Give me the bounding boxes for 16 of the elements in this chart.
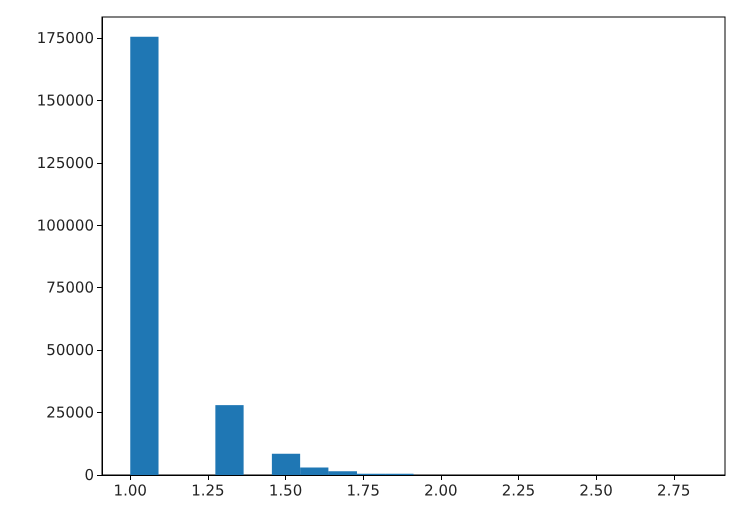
- x-tick-label: 1.50: [268, 482, 302, 500]
- y-tick-label: 25000: [46, 404, 94, 422]
- y-tick-label: 50000: [46, 341, 94, 360]
- x-tick-label: 1.75: [346, 482, 380, 500]
- x-tick-label: 2.75: [657, 482, 690, 500]
- y-tick-label: 150000: [36, 91, 94, 110]
- y-tick-label: 125000: [36, 154, 94, 172]
- y-tick-label: 0: [84, 466, 94, 484]
- x-tick-label: 1.00: [114, 482, 147, 500]
- y-tick-label: 100000: [36, 216, 94, 234]
- x-tick-label: 1.25: [191, 482, 225, 500]
- x-tick-label: 2.25: [502, 482, 536, 500]
- x-tick-label: 2.00: [424, 482, 458, 500]
- x-tick-label: 2.50: [579, 482, 613, 500]
- y-tick-label: 175000: [36, 28, 94, 47]
- y-tick-label: 75000: [46, 278, 94, 297]
